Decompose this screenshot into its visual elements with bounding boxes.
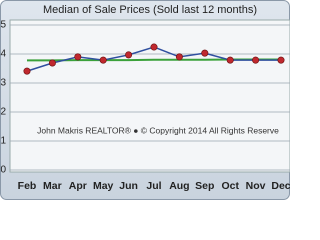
x-tick-label: Sep [195,180,214,192]
chart-title: Median of Sale Prices (Sold last 12 mont… [43,4,257,16]
marker [201,49,209,57]
x-tick-label: Apr [69,180,87,192]
y-tick-label: 4 [0,49,6,60]
x-tick-label: Nov [246,180,266,192]
y-tick-label: 3 [0,78,6,89]
x-tick-label: Oct [221,180,239,192]
marker [99,56,107,64]
marker [277,56,285,64]
x-tick-label: Feb [18,180,37,192]
y-tick-label: 0 [0,165,6,176]
x-tick-label: Dec [271,180,290,192]
marker [252,56,260,64]
marker [74,53,82,61]
marker [125,51,133,59]
marker [23,67,31,75]
plot-area [9,19,290,173]
watermark: John Makris REALTOR® ● © Copyright 2014 … [37,125,279,135]
x-tick-label: Jun [119,180,138,192]
marker [226,56,234,64]
marker [48,59,56,67]
x-tick-label: Aug [169,180,189,192]
marker [150,43,158,51]
y-tick-label: 2 [0,107,6,118]
y-tick-label: 5 [0,20,6,31]
chart: Median of Sale Prices (Sold last 12 mont… [0,0,290,200]
x-tick-label: May [93,180,114,192]
x-tick-label: Mar [43,180,62,192]
marker [175,53,183,61]
x-tick-label: Jul [146,180,161,192]
y-tick-label: 1 [0,136,6,147]
